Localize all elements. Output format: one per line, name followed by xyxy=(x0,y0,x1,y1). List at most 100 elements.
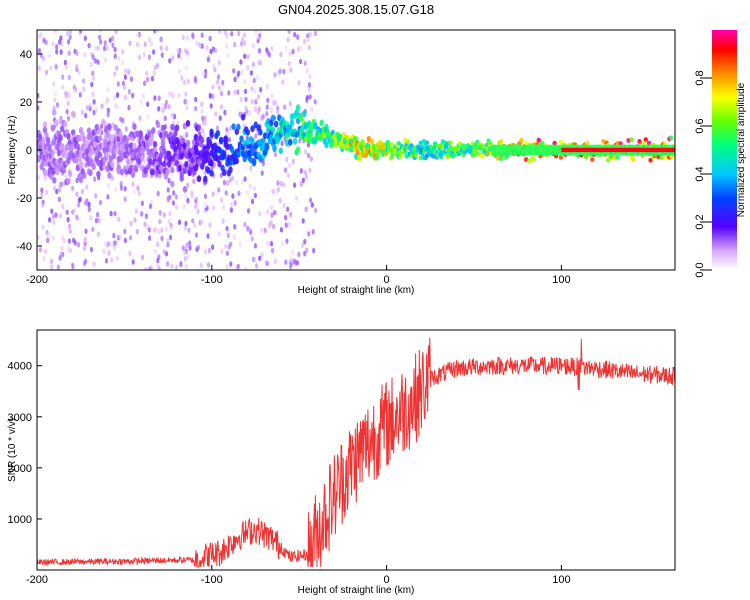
spectral-blob xyxy=(288,138,293,146)
noise-blob xyxy=(229,202,233,208)
noise-blob xyxy=(219,90,224,97)
spectral-blob xyxy=(369,138,375,146)
noise-blob xyxy=(270,247,275,254)
noise-blob xyxy=(131,181,135,187)
noise-blob xyxy=(54,30,58,34)
noise-blob xyxy=(133,217,137,223)
noise-blob xyxy=(249,165,253,171)
noise-blob xyxy=(104,258,109,264)
noise-blob xyxy=(119,185,123,191)
noise-blob xyxy=(213,67,217,73)
noise-blob xyxy=(243,221,247,228)
spectral-blob xyxy=(418,155,423,161)
noise-blob xyxy=(64,64,69,71)
spectral-blob xyxy=(133,165,139,173)
noise-blob xyxy=(158,218,162,225)
noise-blob xyxy=(203,115,207,122)
noise-blob xyxy=(284,45,288,51)
noise-blob xyxy=(91,91,95,98)
spectral-blob xyxy=(170,180,175,188)
noise-blob xyxy=(253,88,257,95)
noise-blob xyxy=(110,257,114,263)
noise-blob xyxy=(248,110,252,116)
spectral-blob xyxy=(82,136,87,143)
noise-blob xyxy=(278,197,282,204)
noise-blob xyxy=(99,30,103,33)
spectral-blob xyxy=(97,127,103,135)
y-tick-label: 3000 xyxy=(8,412,32,424)
noise-blob xyxy=(184,91,188,97)
noise-blob xyxy=(220,248,224,255)
noise-blob xyxy=(246,208,251,214)
spectral-blob xyxy=(388,141,394,147)
noise-blob xyxy=(309,156,313,162)
noise-blob xyxy=(246,53,250,60)
noise-blob xyxy=(68,228,72,235)
noise-blob xyxy=(311,229,315,235)
noise-blob xyxy=(226,53,230,59)
noise-blob xyxy=(307,86,311,92)
noise-blob xyxy=(160,235,164,242)
noise-blob xyxy=(80,188,84,195)
noise-blob xyxy=(308,197,313,203)
spectral-blob xyxy=(495,155,501,161)
noise-blob xyxy=(190,193,194,199)
noise-blob xyxy=(108,37,112,44)
noise-blob xyxy=(202,132,206,139)
noise-blob xyxy=(265,110,269,117)
noise-blob xyxy=(66,115,71,122)
noise-blob xyxy=(84,228,88,235)
spectral-blob xyxy=(86,127,92,135)
noise-blob xyxy=(38,246,43,253)
noise-blob xyxy=(139,99,143,105)
noise-blob xyxy=(117,55,121,62)
noise-blob xyxy=(91,226,95,233)
noise-blob xyxy=(306,37,310,43)
noise-blob xyxy=(278,68,282,74)
noise-blob xyxy=(184,263,189,270)
colorbar-tick-label: 0.2 xyxy=(694,214,706,229)
noise-blob xyxy=(49,65,53,71)
noise-blob xyxy=(67,223,72,230)
noise-blob xyxy=(162,249,166,255)
spectral-blob xyxy=(295,104,301,111)
spectrogram-xlabel: Height of straight line (km) xyxy=(298,285,415,296)
noise-blob xyxy=(257,48,262,54)
noise-blob xyxy=(122,84,126,91)
noise-blob xyxy=(304,173,308,180)
noise-blob xyxy=(115,255,119,262)
noise-blob xyxy=(141,93,145,99)
noise-blob xyxy=(186,182,190,189)
noise-blob xyxy=(156,257,160,264)
noise-blob xyxy=(282,68,286,75)
spectral-blob xyxy=(184,160,189,168)
noise-blob xyxy=(94,192,98,199)
spectral-blob xyxy=(402,149,408,155)
noise-blob xyxy=(289,67,293,73)
noise-blob xyxy=(113,210,117,217)
noise-blob xyxy=(147,54,151,60)
spectral-blob xyxy=(222,169,227,177)
noise-blob xyxy=(164,103,168,109)
colorbar: 0.0 0.2 0.4 0.6 0.8 Normalized spectral ampl… xyxy=(694,30,747,278)
noise-blob xyxy=(106,45,110,52)
noise-blob xyxy=(284,214,288,221)
noise-blob xyxy=(194,203,198,210)
spectral-blob xyxy=(240,113,246,121)
spectral-blob xyxy=(113,124,118,132)
spectral-blob xyxy=(105,151,111,159)
noise-blob xyxy=(252,77,256,84)
noise-blob xyxy=(65,30,70,37)
noise-blob xyxy=(250,98,254,105)
spectral-blob xyxy=(264,144,269,152)
noise-blob xyxy=(308,31,312,38)
noise-blob xyxy=(256,109,260,115)
spectral-blob xyxy=(480,143,485,149)
noise-blob xyxy=(41,224,45,230)
noise-blob xyxy=(272,223,276,230)
noise-blob xyxy=(67,238,71,244)
noise-blob xyxy=(287,60,291,67)
noise-blob xyxy=(76,202,81,208)
spectral-blob xyxy=(487,140,493,146)
